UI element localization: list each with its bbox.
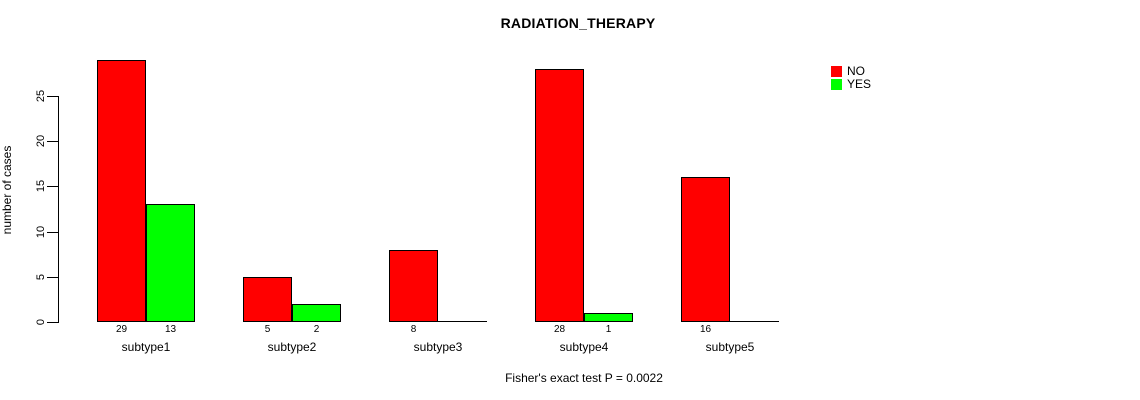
bar-value-label: 5 [264,324,271,335]
y-tick-label: 0 [35,318,47,326]
bar-yes-subtype1 [146,204,195,322]
legend-row-yes: YES [831,78,871,90]
y-tick-mark [47,322,58,323]
bar-no-subtype5 [681,177,730,322]
bar-value-label: 16 [699,324,712,335]
y-tick-mark [47,141,58,142]
y-axis-line [58,96,59,323]
bar-value-label: 13 [164,324,177,335]
y-tick-label: 5 [35,273,47,281]
y-tick-label: 25 [35,89,47,103]
legend-swatch-no [831,65,842,77]
bar-no-subtype4 [535,69,584,322]
bar-no-subtype3 [389,250,438,322]
y-tick-mark [47,277,58,278]
legend-swatch-yes [831,78,842,90]
legend-label-no: NO [847,64,865,78]
category-label-subtype3: subtype3 [413,340,463,354]
category-label-subtype5: subtype5 [705,340,755,354]
y-tick-label: 20 [35,134,47,148]
category-label-subtype2: subtype2 [267,340,317,354]
y-axis-label: number of cases [0,145,14,235]
bar-value-label: 2 [313,324,320,335]
y-tick-label: 15 [35,179,47,193]
fisher-test-annotation: Fisher's exact test P = 0.0022 [505,371,663,385]
y-tick-label: 10 [35,225,47,239]
bar-no-subtype1 [97,60,146,322]
zero-bar-line-yes-subtype5 [730,321,779,322]
bar-value-label: 28 [553,324,566,335]
bar-value-label: 8 [410,324,417,335]
legend-row-no: NO [831,65,871,77]
y-tick-mark [47,96,58,97]
category-label-subtype4: subtype4 [559,340,609,354]
bar-value-label: 29 [115,324,128,335]
bar-yes-subtype4 [584,313,633,322]
bar-value-label: 1 [605,324,612,335]
chart-title: RADIATION_THERAPY [500,15,656,31]
bar-yes-subtype2 [292,304,341,322]
y-tick-mark [47,186,58,187]
y-tick-mark [47,232,58,233]
bar-no-subtype2 [243,277,292,322]
legend: NO YES [831,65,871,90]
legend-label-yes: YES [847,77,872,91]
category-label-subtype1: subtype1 [121,340,171,354]
zero-bar-line-yes-subtype3 [438,321,487,322]
